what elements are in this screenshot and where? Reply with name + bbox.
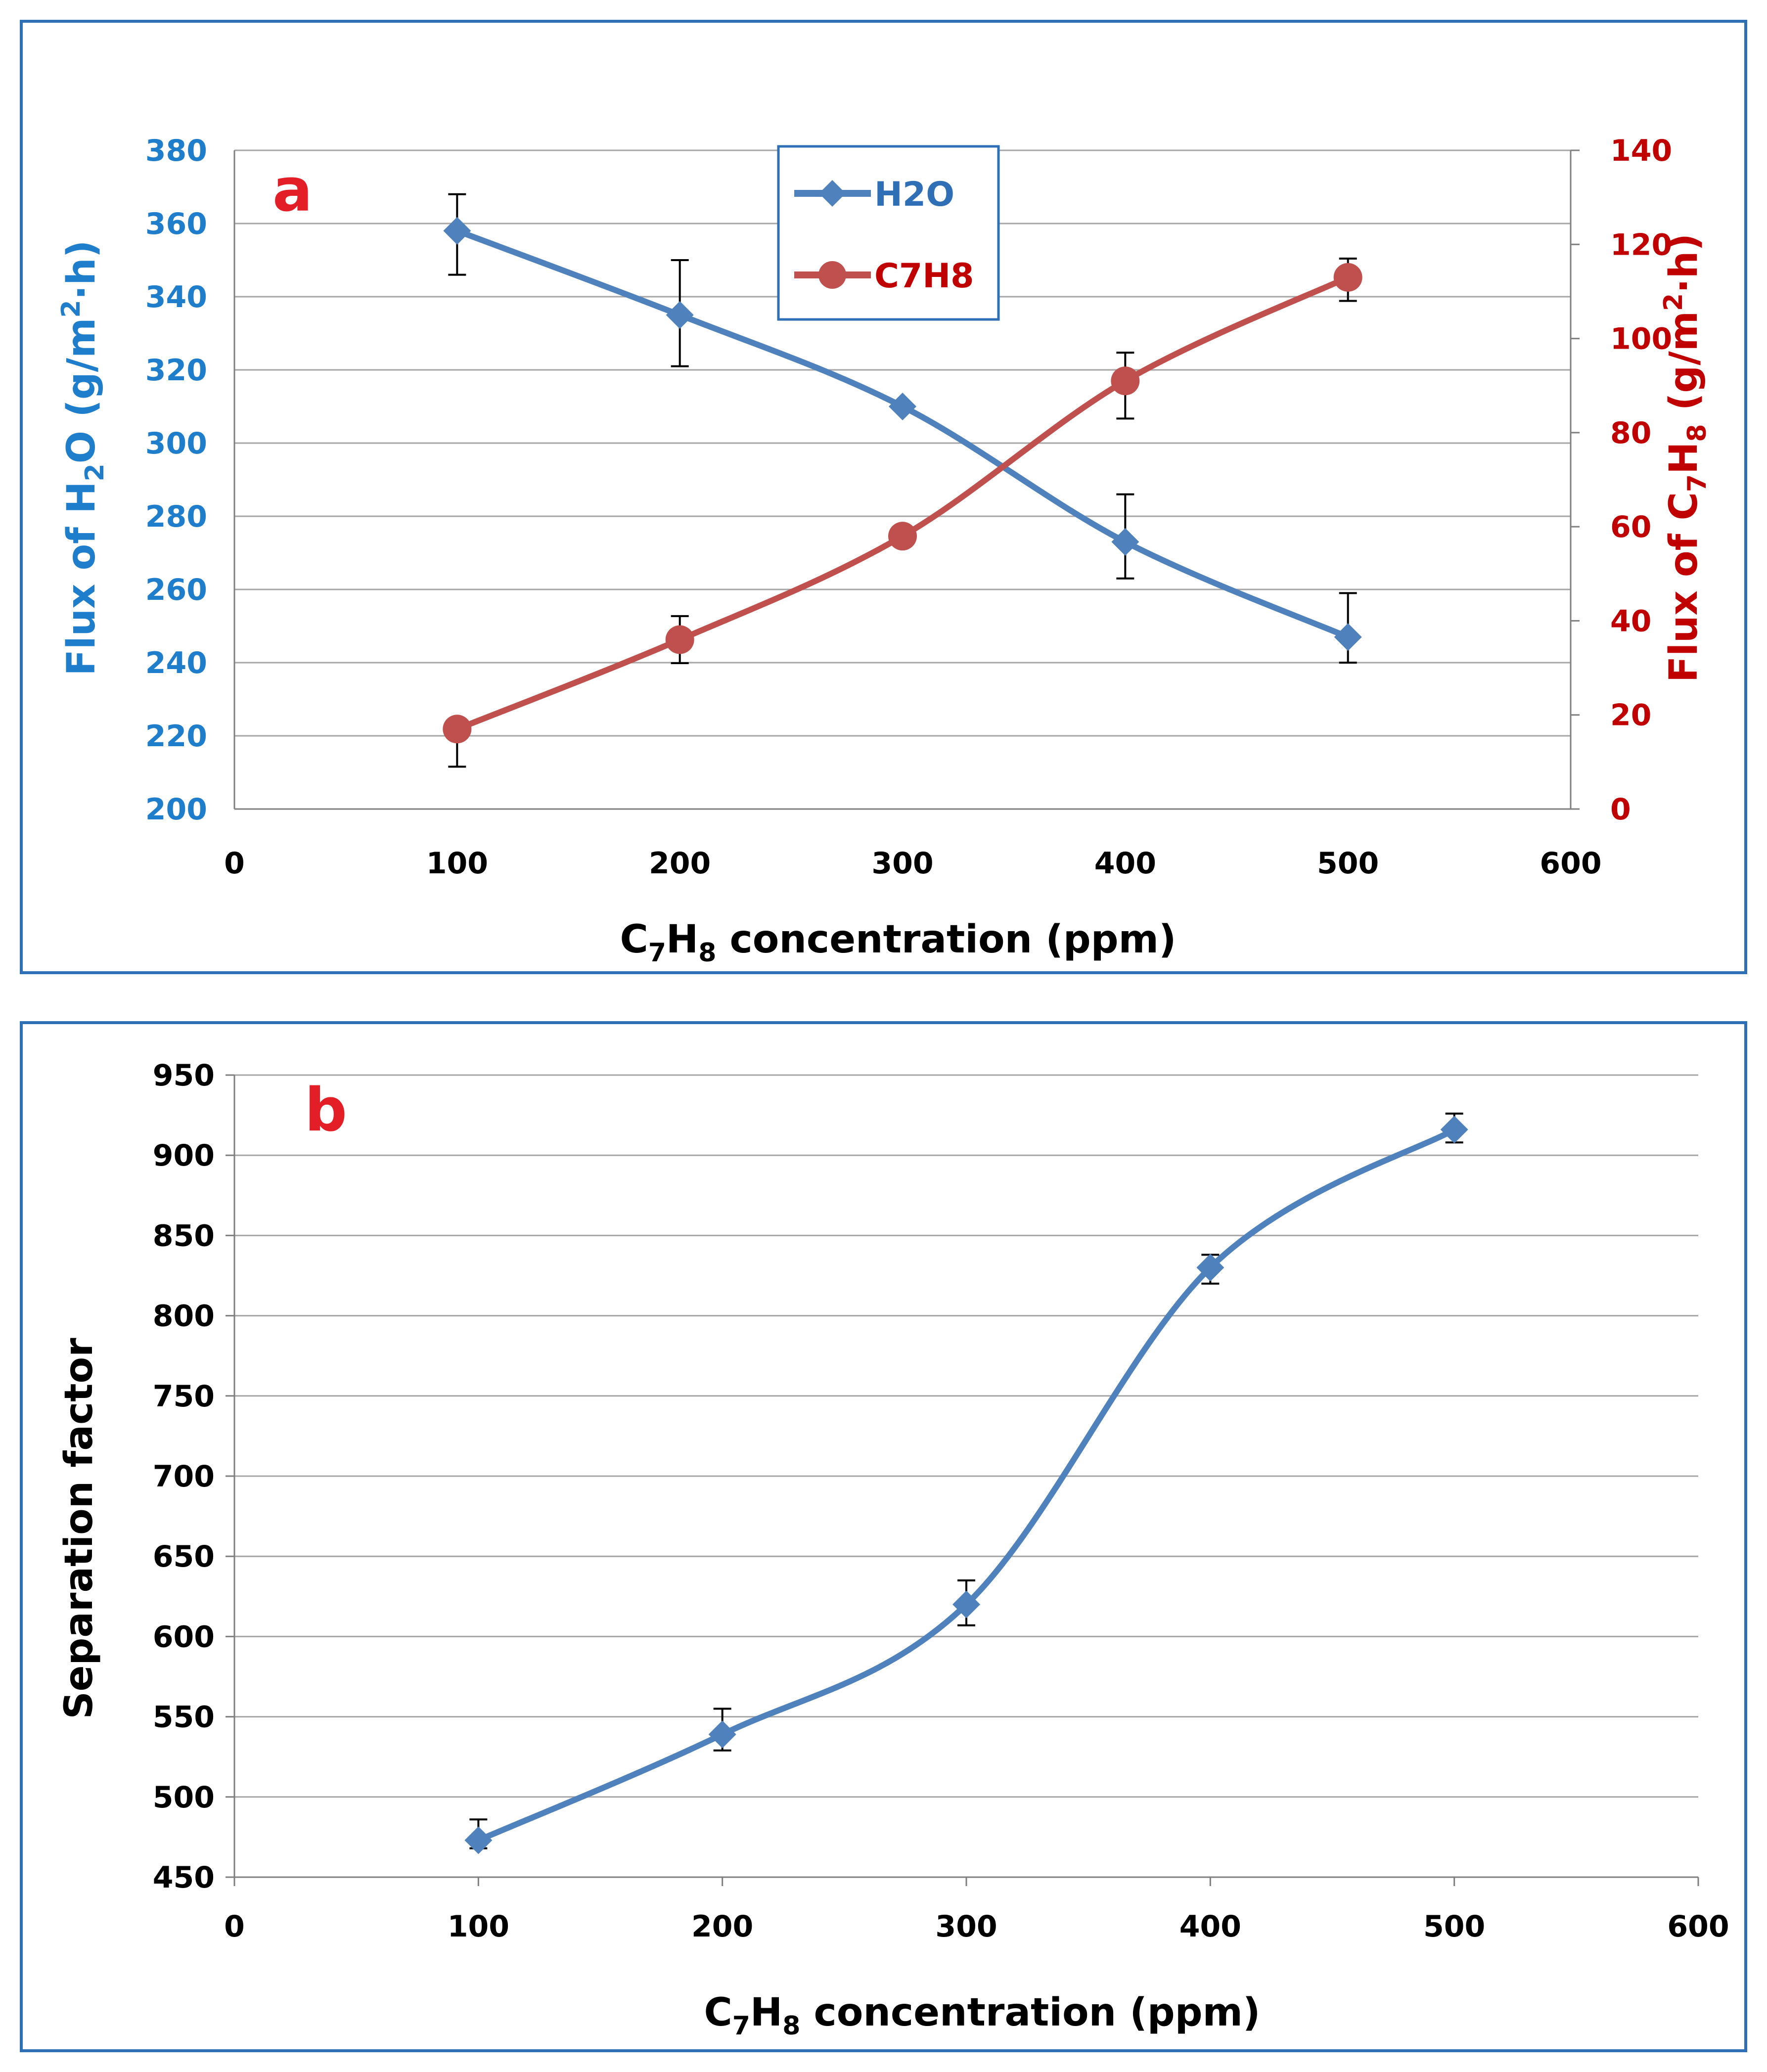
- series-line-separation-factor: [477, 1127, 1456, 1843]
- y-right-tick-140: 140: [1610, 134, 1672, 168]
- x-tick-b-100: 100: [448, 1909, 509, 1944]
- point-separation-200: [708, 1720, 736, 1749]
- x-tick-a-100: 100: [426, 846, 488, 881]
- panel-label-b: b: [305, 1076, 347, 1145]
- y-right-tick-100: 100: [1610, 322, 1672, 357]
- point-separation-500: [1440, 1116, 1468, 1144]
- y-left-tick-340: 340: [145, 280, 207, 315]
- point-c7h8-500: [1333, 263, 1362, 292]
- chart-b-series: [464, 1112, 1468, 1854]
- x-tick-a-200: 200: [649, 846, 711, 881]
- x-tick-b-300: 300: [935, 1909, 997, 1944]
- y-tick-b-500: 500: [153, 1780, 215, 1815]
- point-h2o-200: [666, 301, 694, 329]
- y-axis-title-b: Separation factor: [57, 1338, 101, 1719]
- legend-h2o-label: H2O: [874, 175, 954, 214]
- chart-b-tick-labels: 450 500 550 600 650 700 750 800 850 900 950 0 100 200…: [153, 1058, 1729, 1944]
- x-tick-b-500: 500: [1423, 1909, 1485, 1944]
- legend-c7h8-marker: [818, 261, 846, 289]
- y-tick-b-600: 600: [153, 1620, 215, 1654]
- y-tick-b-850: 850: [153, 1218, 215, 1253]
- chart-b-gridlines: [234, 1074, 1698, 1798]
- y-tick-b-750: 750: [153, 1379, 215, 1414]
- y-right-tick-80: 80: [1610, 416, 1652, 450]
- point-c7h8-100: [443, 715, 472, 744]
- y-left-axis-title: Flux of H2O (g/m2·h): [56, 240, 110, 676]
- y-left-tick-260: 260: [145, 573, 207, 607]
- chart-a-svg: 200 220 240 260 280 300 320 340 360 380 0 20 40 60 80 1…: [56, 134, 1712, 968]
- chart-a-legend: H2O C7H8: [777, 145, 1000, 321]
- legend-c7h8-label: C7H8: [874, 257, 974, 296]
- y-tick-b-900: 900: [153, 1138, 215, 1173]
- point-separation-400: [1196, 1254, 1224, 1282]
- x-tick-a-0: 0: [224, 846, 245, 881]
- y-right-tick-60: 60: [1610, 510, 1652, 544]
- x-tick-b-200: 200: [691, 1909, 753, 1944]
- y-tick-b-950: 950: [153, 1058, 215, 1093]
- chart-a-axes: [233, 149, 1580, 810]
- point-h2o-500: [1334, 623, 1362, 651]
- x-tick-a-300: 300: [871, 846, 933, 881]
- y-left-tick-380: 380: [145, 134, 207, 168]
- y-right-tick-120: 120: [1610, 227, 1672, 262]
- x-tick-b-0: 0: [224, 1909, 245, 1944]
- series-line-c7h8: [456, 274, 1350, 732]
- chart-panel-a: 200 220 240 260 280 300 320 340 360 380 0 20 40 60 80 1…: [20, 20, 1747, 974]
- x-tick-a-500: 500: [1317, 846, 1379, 881]
- y-tick-b-650: 650: [153, 1539, 215, 1574]
- chart-panel-b: 450 500 550 600 650 700 750 800 850 900 950 0 100 200…: [20, 1021, 1747, 2052]
- y-right-tick-0: 0: [1610, 792, 1631, 827]
- y-left-tick-320: 320: [145, 353, 207, 388]
- y-tick-b-550: 550: [153, 1700, 215, 1735]
- y-tick-b-700: 700: [153, 1459, 215, 1494]
- x-tick-b-600: 600: [1667, 1909, 1729, 1944]
- chart-a-series: [443, 193, 1362, 768]
- x-axis-title-b: C7H8 concentration (ppm): [704, 1990, 1260, 2041]
- chart-b-svg: 450 500 550 600 650 700 750 800 850 900 950 0 100 200…: [57, 1058, 1729, 2041]
- chart-b-axes: [226, 1074, 1699, 1886]
- x-tick-a-600: 600: [1540, 846, 1601, 881]
- y-right-axis-title: Flux of C7H8 (g/m2·h): [1659, 233, 1712, 682]
- y-tick-b-800: 800: [153, 1299, 215, 1334]
- point-c7h8-300: [888, 522, 917, 551]
- x-tick-a-400: 400: [1094, 846, 1156, 881]
- y-left-tick-360: 360: [145, 207, 207, 241]
- y-left-tick-280: 280: [145, 499, 207, 534]
- point-h2o-100: [443, 217, 471, 245]
- y-left-tick-200: 200: [145, 792, 207, 827]
- y-left-tick-240: 240: [145, 646, 207, 680]
- y-left-tick-300: 300: [145, 426, 207, 461]
- point-c7h8-400: [1111, 366, 1140, 396]
- point-separation-300: [952, 1590, 980, 1619]
- point-c7h8-200: [665, 625, 694, 654]
- y-left-tick-220: 220: [145, 719, 207, 754]
- point-separation-100: [464, 1826, 493, 1854]
- legend-h2o-marker: [819, 180, 846, 207]
- point-h2o-300: [889, 393, 916, 420]
- x-tick-b-400: 400: [1179, 1909, 1241, 1944]
- chart-a-tick-labels: 200 220 240 260 280 300 320 340 360 380 0 20 40 60 80 1…: [145, 134, 1673, 881]
- point-h2o-400: [1111, 528, 1139, 556]
- x-axis-title-a: C7H8 concentration (ppm): [620, 917, 1176, 968]
- y-tick-b-450: 450: [153, 1860, 215, 1895]
- panel-label-a: a: [272, 156, 313, 225]
- legend-box: [777, 145, 1000, 321]
- y-right-tick-40: 40: [1610, 604, 1652, 638]
- y-right-tick-20: 20: [1610, 698, 1652, 733]
